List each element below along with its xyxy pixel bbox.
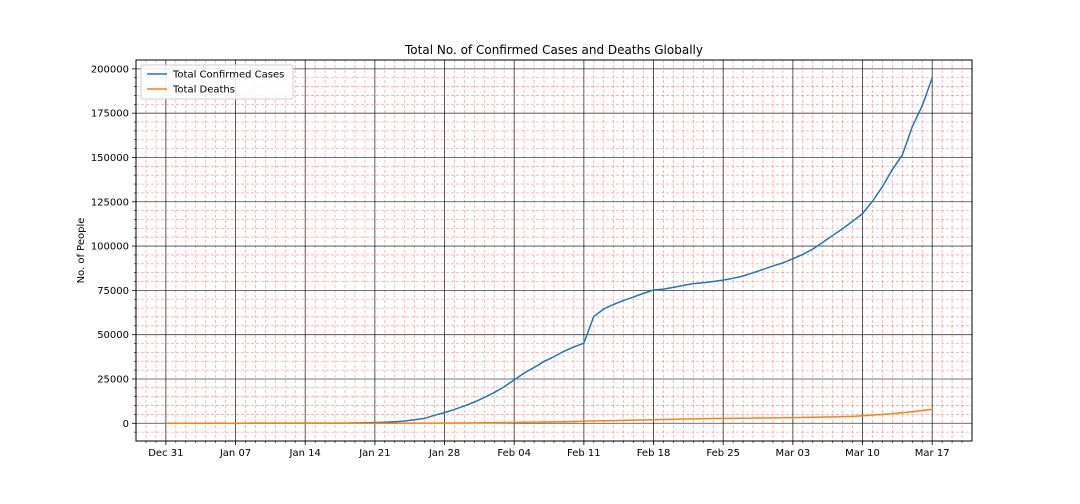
legend-label-1: Total Deaths xyxy=(172,85,235,96)
x-tick-label: Mar 03 xyxy=(775,448,810,459)
chart-title: Total No. of Confirmed Cases and Deaths … xyxy=(404,43,703,57)
axis-ticks: Dec 31 Jan 07 Jan 14 Jan 21 Jan 28 Feb 04 Feb … xyxy=(91,64,963,459)
x-tick-label: Jan 07 xyxy=(219,448,251,459)
x-tick-label: Jan 14 xyxy=(289,448,321,459)
minor-grid xyxy=(136,60,972,441)
series-line-1 xyxy=(165,408,933,425)
series-layer xyxy=(165,77,933,425)
x-tick-label: Mar 10 xyxy=(845,448,880,459)
legend: Total Confirmed Cases Total Deaths xyxy=(140,64,294,100)
legend-label-0: Total Confirmed Cases xyxy=(172,70,284,81)
y-tick-label: 25000 xyxy=(97,374,129,385)
y-tick-label: 200000 xyxy=(91,64,129,75)
y-tick-label: 125000 xyxy=(91,197,129,208)
x-tick-label: Jan 28 xyxy=(428,448,460,459)
x-tick-label: Jan 21 xyxy=(358,448,390,459)
x-tick-label: Feb 11 xyxy=(567,448,601,459)
y-tick-label: 150000 xyxy=(91,153,129,164)
y-axis-label: No. of People xyxy=(76,218,87,284)
y-tick-label: 175000 xyxy=(91,109,129,120)
x-tick-label: Feb 04 xyxy=(497,448,531,459)
y-tick-label: 75000 xyxy=(97,286,129,297)
y-tick-label: 0 xyxy=(123,419,129,430)
x-tick-label: Feb 25 xyxy=(706,448,740,459)
legend-box xyxy=(140,64,294,100)
y-tick-label: 100000 xyxy=(91,242,129,253)
x-tick-label: Mar 17 xyxy=(915,448,950,459)
series-line-0 xyxy=(165,77,933,425)
y-tick-label: 50000 xyxy=(97,330,129,341)
x-tick-label: Feb 18 xyxy=(637,448,671,459)
x-tick-label: Dec 31 xyxy=(148,448,183,459)
